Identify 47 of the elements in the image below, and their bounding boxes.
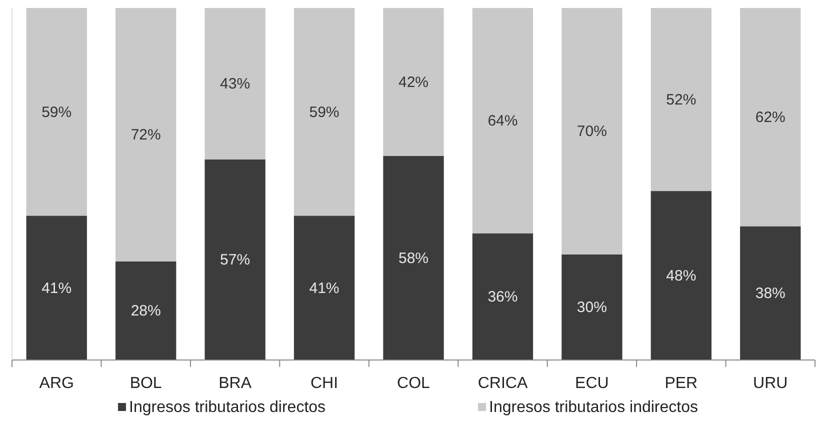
data-label: 52% xyxy=(666,92,696,109)
bar xyxy=(204,159,266,360)
data-label: 64% xyxy=(488,112,518,130)
x-tick-label: CHI xyxy=(310,375,338,392)
x-tick-label: URU xyxy=(753,375,788,392)
data-label: 48% xyxy=(666,268,696,285)
bar xyxy=(472,233,534,360)
bar xyxy=(204,8,266,160)
bar xyxy=(650,8,712,192)
bar xyxy=(116,261,176,360)
data-label: 30% xyxy=(576,299,607,316)
data-label: 70% xyxy=(576,123,607,140)
bar xyxy=(472,8,534,234)
data-label: 58% xyxy=(398,250,429,267)
bar xyxy=(562,8,622,254)
data-label: 43% xyxy=(220,76,250,93)
data-label: 41% xyxy=(42,280,72,297)
data-label: 28% xyxy=(130,302,161,320)
bar xyxy=(294,8,355,216)
data-label: 41% xyxy=(309,280,340,297)
bar xyxy=(116,8,176,262)
bar xyxy=(26,216,87,360)
data-label: 42% xyxy=(398,74,429,91)
bar xyxy=(562,254,622,360)
x-tick-label: BRA xyxy=(218,375,252,392)
x-tick-label: ECU xyxy=(575,375,609,392)
bar xyxy=(294,216,355,360)
bar xyxy=(740,8,801,226)
data-label: 36% xyxy=(488,288,518,306)
data-label: 59% xyxy=(42,104,72,121)
data-label: 38% xyxy=(755,285,786,302)
data-label: 57% xyxy=(220,252,250,269)
legend-label: Ingresos tributarios directos xyxy=(129,399,326,416)
bar xyxy=(383,156,444,360)
legend-label: Ingresos tributarios indirectos xyxy=(489,399,698,416)
data-label: 72% xyxy=(130,126,161,144)
x-tick-label: CRICA xyxy=(478,375,528,392)
x-tick-label: PER xyxy=(664,375,698,392)
data-label: 62% xyxy=(755,109,786,126)
bar xyxy=(650,191,712,360)
x-tick-label: ARG xyxy=(39,375,74,392)
x-tick-label: BOL xyxy=(130,375,162,392)
bar xyxy=(383,8,444,156)
bar xyxy=(26,8,87,216)
bar xyxy=(740,226,801,360)
x-tick-label: COL xyxy=(397,375,430,392)
data-label: 59% xyxy=(309,104,340,121)
